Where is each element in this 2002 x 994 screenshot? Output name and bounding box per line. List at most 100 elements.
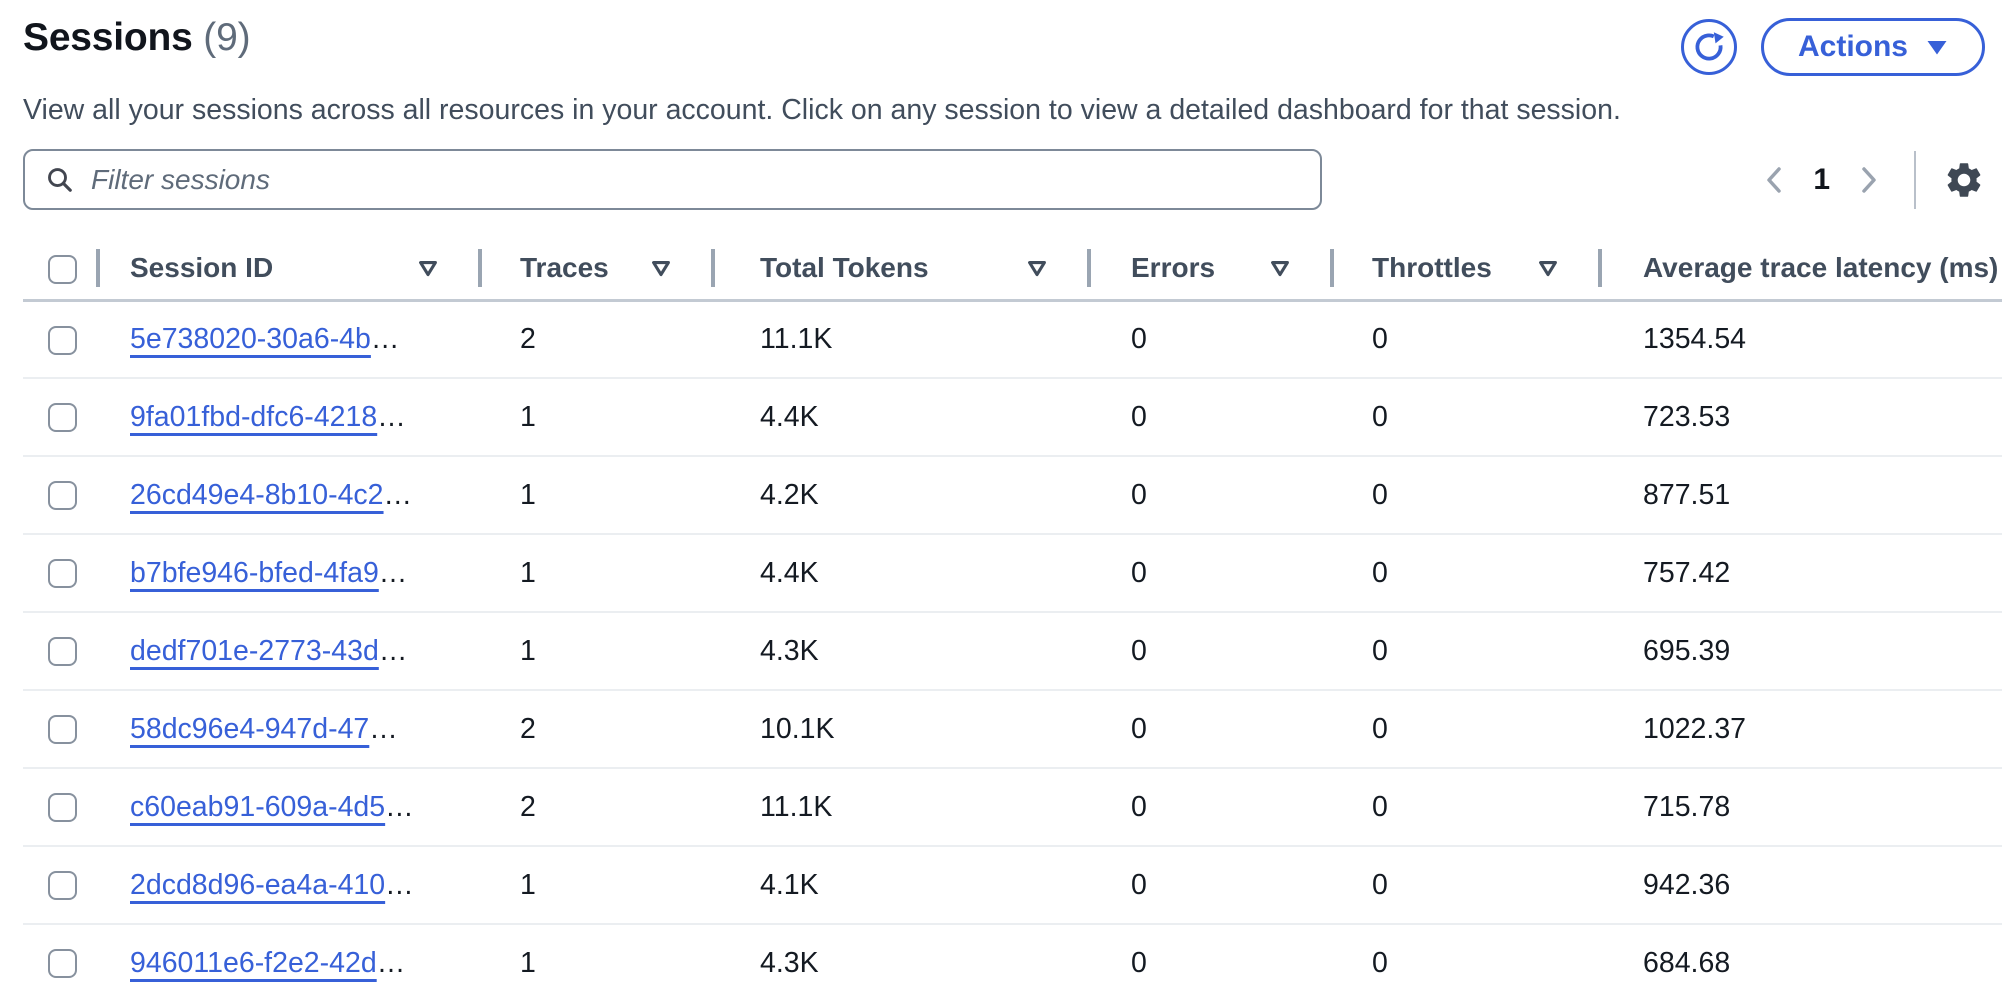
cell-traces: 1	[480, 534, 713, 613]
filter-sessions-input[interactable]	[91, 163, 1300, 196]
previous-page-button[interactable]	[1751, 156, 1799, 204]
row-checkbox[interactable]	[48, 793, 77, 823]
cell-errors: 0	[1089, 378, 1332, 457]
table-row[interactable]: 58dc96e4-947d-47… 2 10.1K 0 0 1022.37	[23, 690, 2002, 769]
cell-latency: 1354.54	[1600, 300, 2002, 379]
row-checkbox[interactable]	[48, 715, 77, 745]
row-checkbox[interactable]	[48, 637, 77, 667]
cell-throttles: 0	[1332, 300, 1600, 379]
sort-icon[interactable]	[1027, 260, 1047, 277]
actions-button[interactable]: Actions	[1760, 18, 1985, 76]
cell-errors: 0	[1089, 612, 1332, 691]
header-cell-average-trace-latency[interactable]: Average trace latency (ms)	[1600, 238, 2002, 302]
cell-latency: 715.78	[1600, 768, 2002, 847]
cell-errors: 0	[1089, 768, 1332, 847]
cell-total-tokens: 11.1K	[713, 768, 1089, 847]
column-label-throttles: Throttles	[1372, 252, 1492, 284]
cell-total-tokens: 4.1K	[713, 846, 1089, 925]
session-id-link[interactable]: 946011e6-f2e2-42d	[130, 946, 377, 979]
cell-session-id: dedf701e-2773-43d…	[98, 612, 480, 691]
refresh-button[interactable]	[1680, 19, 1737, 75]
session-id-link[interactable]: 5e738020-30a6-4b	[130, 322, 371, 355]
gear-icon	[1947, 162, 1981, 197]
table-row[interactable]: c60eab91-609a-4d5… 2 11.1K 0 0 715.78	[23, 768, 2002, 847]
cell-traces: 2	[480, 690, 713, 769]
cell-total-tokens: 10.1K	[713, 690, 1089, 769]
column-label-traces: Traces	[520, 252, 609, 284]
actions-button-label: Actions	[1797, 30, 1908, 63]
truncation-ellipsis: …	[385, 790, 414, 823]
page-title: Sessions (9)	[23, 16, 251, 60]
cell-traces: 1	[480, 924, 713, 994]
session-id-link[interactable]: c60eab91-609a-4d5	[130, 790, 386, 823]
next-page-button[interactable]	[1844, 156, 1892, 204]
column-label-session-id: Session ID	[130, 252, 274, 284]
toolbar-divider	[1914, 150, 1916, 209]
cell-session-id: b7bfe946-bfed-4fa9…	[98, 534, 480, 613]
session-id-link[interactable]: 26cd49e4-8b10-4c2	[130, 478, 384, 511]
cell-total-tokens: 4.3K	[713, 612, 1089, 691]
sort-icon[interactable]	[1538, 260, 1558, 277]
truncation-ellipsis: …	[385, 868, 414, 901]
cell-select	[23, 612, 98, 691]
session-count: (9)	[203, 16, 251, 59]
sort-icon[interactable]	[1270, 260, 1290, 277]
header-cell-total-tokens[interactable]: Total Tokens	[713, 238, 1091, 302]
cell-traces: 1	[480, 378, 713, 457]
header-cell-throttles[interactable]: Throttles	[1332, 238, 1602, 302]
cell-traces: 1	[480, 846, 713, 925]
session-id-link[interactable]: 58dc96e4-947d-47	[130, 712, 370, 745]
session-id-link[interactable]: b7bfe946-bfed-4fa9	[130, 556, 379, 589]
sort-icon[interactable]	[651, 260, 671, 277]
table-row[interactable]: 5e738020-30a6-4b… 2 11.1K 0 0 1354.54	[23, 300, 2002, 379]
row-checkbox[interactable]	[48, 325, 77, 355]
row-checkbox[interactable]	[48, 871, 77, 901]
cell-throttles: 0	[1332, 768, 1600, 847]
row-checkbox[interactable]	[48, 559, 77, 589]
cell-errors: 0	[1089, 456, 1332, 535]
cell-total-tokens: 4.4K	[713, 378, 1089, 457]
session-id-link[interactable]: 2dcd8d96-ea4a-410	[130, 868, 386, 901]
truncation-ellipsis: …	[370, 322, 400, 355]
cell-latency: 877.51	[1600, 456, 2002, 535]
select-all-checkbox[interactable]	[48, 255, 77, 285]
cell-total-tokens: 4.2K	[713, 456, 1089, 535]
session-id-link[interactable]: dedf701e-2773-43d	[130, 634, 379, 667]
page-title-text: Sessions	[23, 16, 193, 59]
cell-session-id: 9fa01fbd-dfc6-4218…	[98, 378, 480, 457]
cell-latency: 684.68	[1600, 924, 2002, 994]
cell-errors: 0	[1089, 300, 1332, 379]
table-row[interactable]: 9fa01fbd-dfc6-4218… 1 4.4K 0 0 723.53	[23, 378, 2002, 457]
row-checkbox[interactable]	[48, 949, 77, 979]
cell-latency: 757.42	[1600, 534, 2002, 613]
cell-latency: 1022.37	[1600, 690, 2002, 769]
header-cell-session-id[interactable]: Session ID	[98, 238, 482, 302]
cell-throttles: 0	[1332, 690, 1600, 769]
table-row[interactable]: b7bfe946-bfed-4fa9… 1 4.4K 0 0 757.42	[23, 534, 2002, 613]
pagination-controls: 1	[1751, 150, 1990, 209]
row-checkbox[interactable]	[48, 403, 77, 433]
cell-select	[23, 924, 98, 994]
row-checkbox[interactable]	[48, 481, 77, 511]
cell-select	[23, 768, 98, 847]
truncation-ellipsis: …	[377, 400, 406, 433]
cell-total-tokens: 11.1K	[713, 300, 1089, 379]
header-cell-traces[interactable]: Traces	[480, 238, 715, 302]
table-row[interactable]: dedf701e-2773-43d… 1 4.3K 0 0 695.39	[23, 612, 2002, 691]
cell-session-id: 946011e6-f2e2-42d…	[98, 924, 480, 994]
session-id-link[interactable]: 9fa01fbd-dfc6-4218	[130, 400, 378, 433]
cell-errors: 0	[1089, 690, 1332, 769]
preferences-button[interactable]	[1938, 154, 1990, 206]
cell-session-id: 26cd49e4-8b10-4c2…	[98, 456, 480, 535]
sessions-table: Session ID Traces	[23, 238, 2002, 994]
header-cell-errors[interactable]: Errors	[1089, 238, 1334, 302]
table-row[interactable]: 2dcd8d96-ea4a-410… 1 4.1K 0 0 942.36	[23, 846, 2002, 925]
cell-select	[23, 378, 98, 457]
table-row[interactable]: 26cd49e4-8b10-4c2… 1 4.2K 0 0 877.51	[23, 456, 2002, 535]
sort-icon[interactable]	[418, 260, 438, 277]
column-label-errors: Errors	[1131, 252, 1216, 284]
cell-errors: 0	[1089, 534, 1332, 613]
current-page-number[interactable]: 1	[1813, 162, 1830, 196]
table-row[interactable]: 946011e6-f2e2-42d… 1 4.3K 0 0 684.68	[23, 924, 2002, 994]
